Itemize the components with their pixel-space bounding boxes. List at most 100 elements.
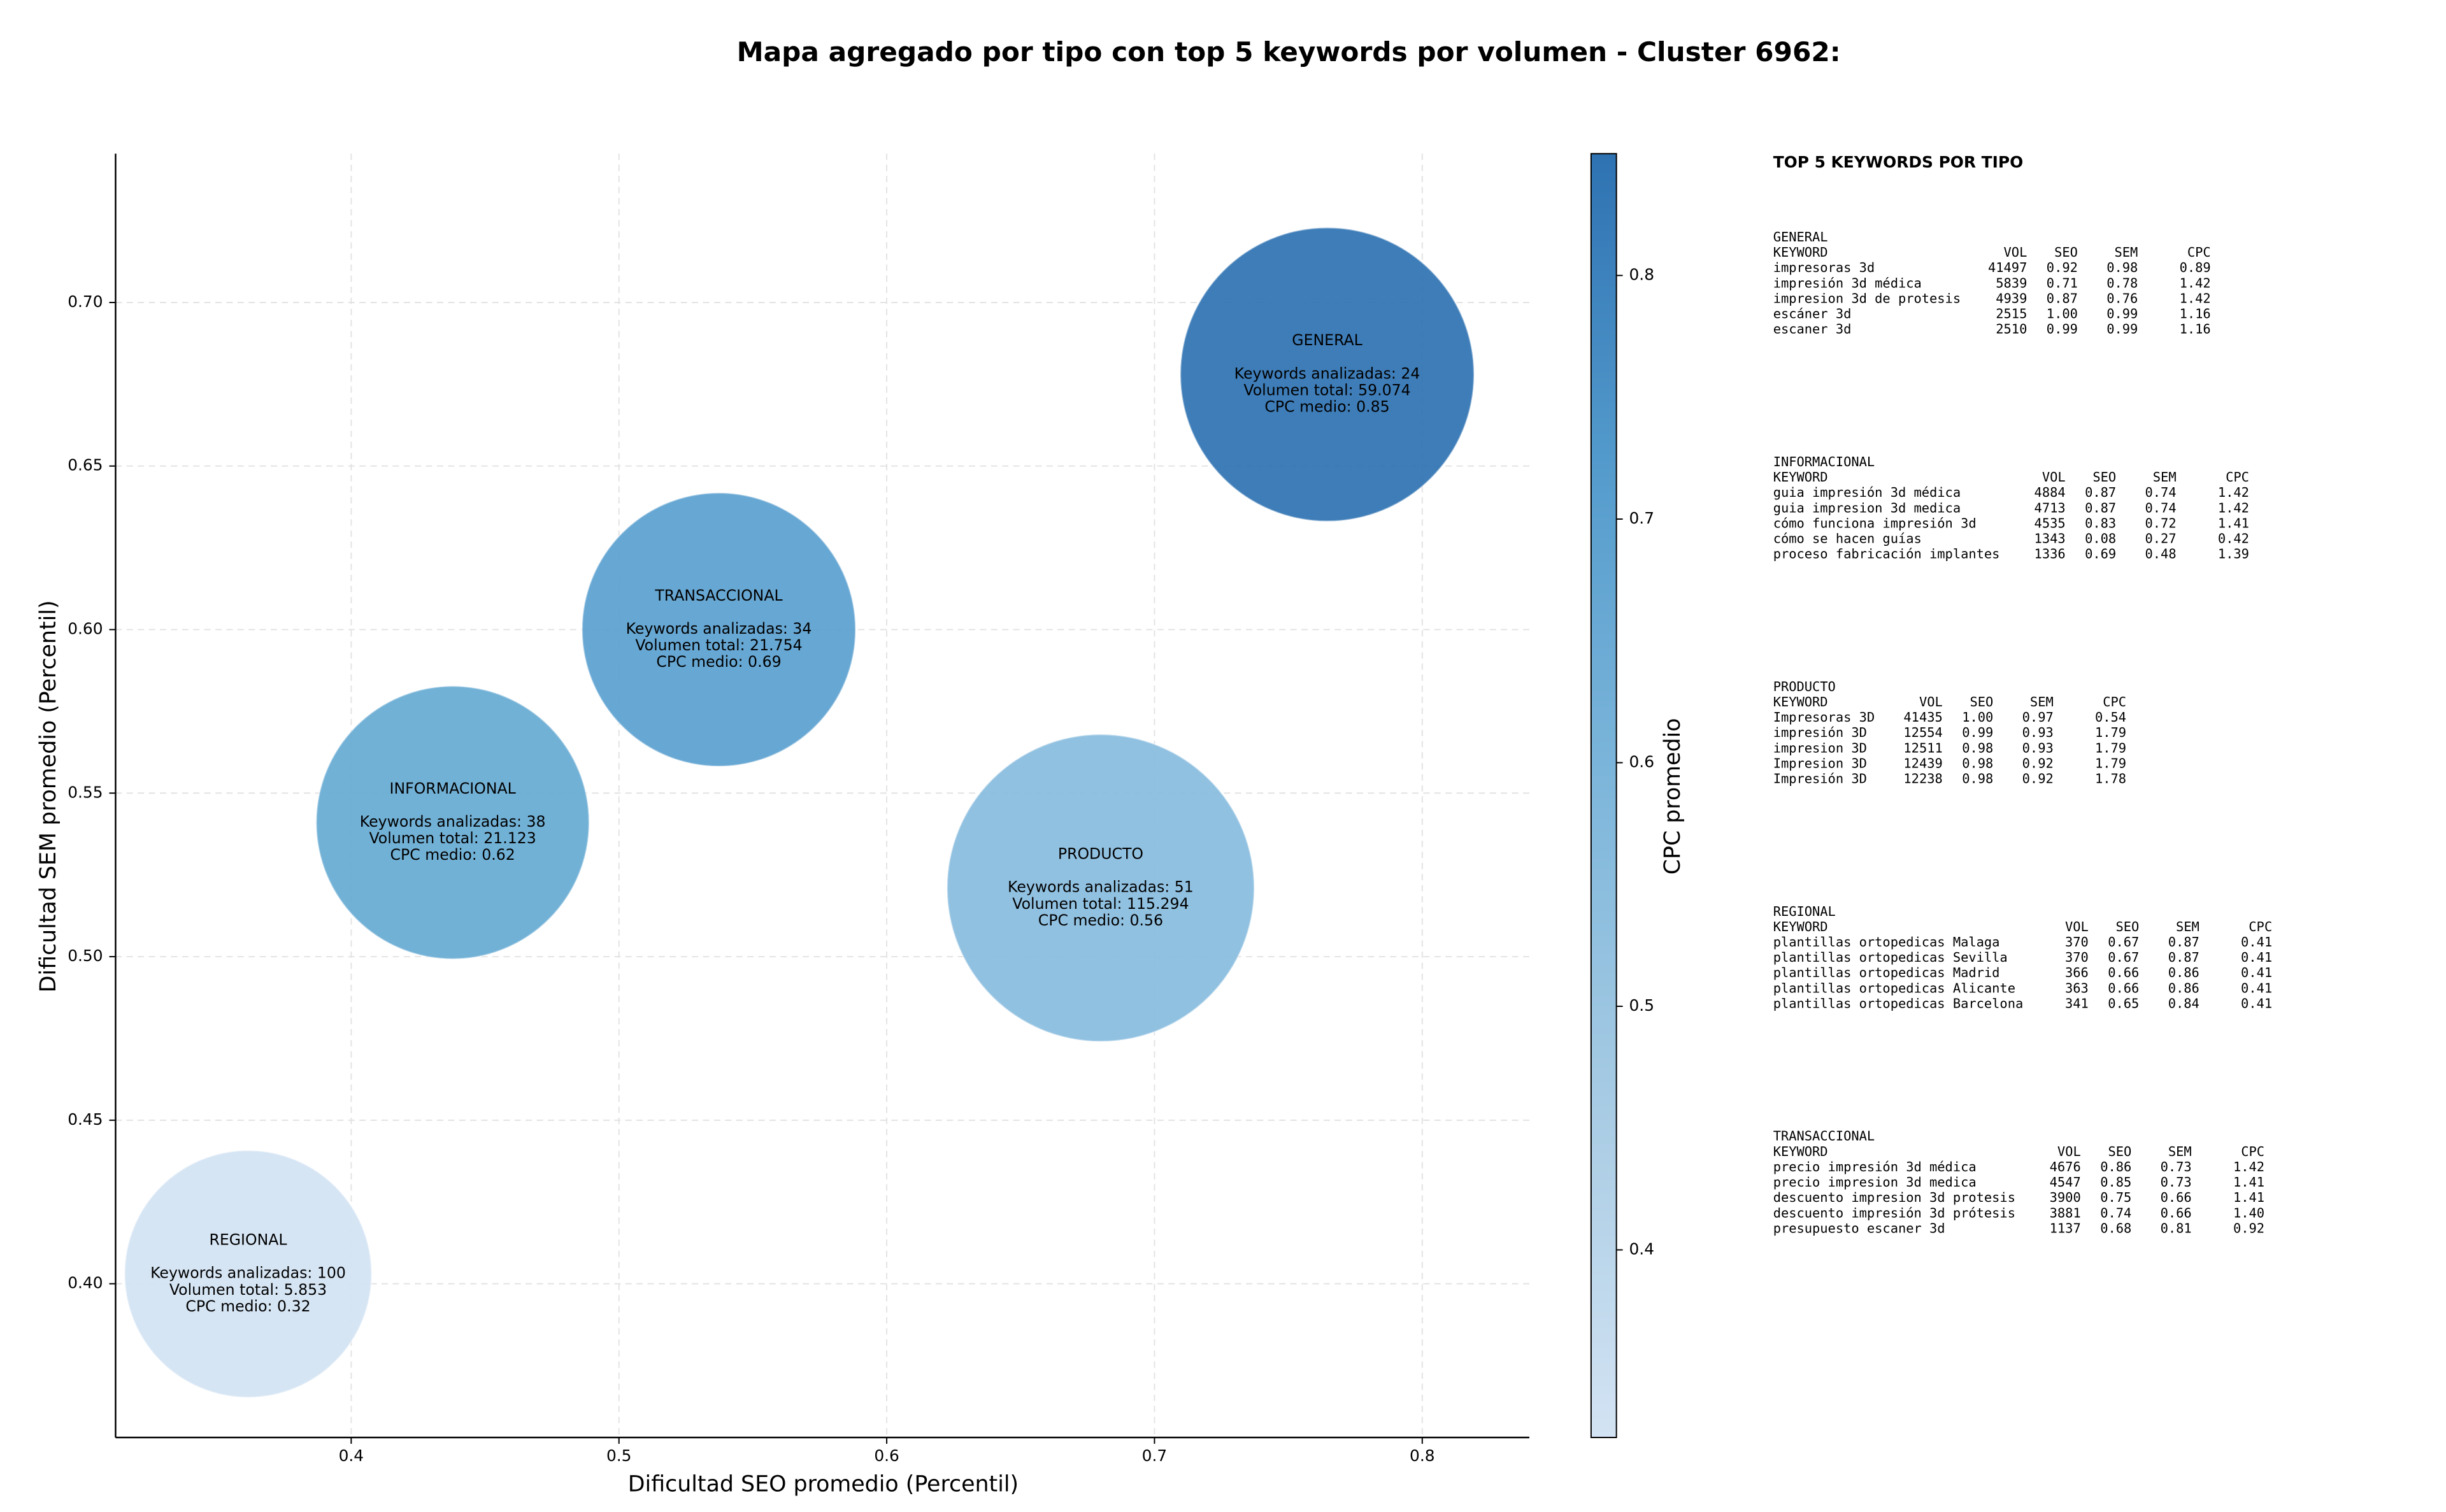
table-header: SEO [2054, 245, 2078, 260]
table-cell: 363 [2065, 980, 2089, 995]
table-cell: 366 [2065, 965, 2089, 980]
table-header: KEYWORD [1773, 694, 1828, 710]
y-tick-label: 0.70 [68, 292, 103, 311]
table-cell: 12439 [1903, 755, 1942, 771]
table-cell: 0.92 [2047, 260, 2078, 275]
table-cell: 4535 [2035, 515, 2066, 531]
table-cell: 1.79 [2095, 725, 2126, 740]
table-cell: 0.87 [2047, 290, 2078, 306]
x-tick-label: 0.6 [874, 1446, 899, 1465]
table-cell: 0.66 [2108, 965, 2139, 980]
table-cell: 0.48 [2145, 546, 2177, 562]
table-cell: 1343 [2035, 531, 2066, 546]
table-cell: 4676 [2050, 1159, 2081, 1174]
group-name: REGIONAL [1773, 904, 1836, 919]
table-cell: cómo funciona impresión 3d [1773, 515, 1977, 531]
table-cell: 0.98 [1962, 771, 1993, 787]
table-header: SEM [2153, 469, 2177, 485]
table-cell: 12554 [1903, 725, 1942, 740]
table-cell: 4884 [2035, 485, 2066, 500]
table-cell: impresión 3D [1773, 725, 1867, 740]
bubble [946, 733, 1255, 1043]
table-cell: 4939 [1996, 290, 2027, 306]
bubble-annotation: Keywords analizadas: 51 [1008, 878, 1194, 896]
table-cell: 0.41 [2241, 965, 2272, 980]
colorbar [1590, 153, 1617, 1438]
table-cell: 0.27 [2145, 531, 2177, 546]
x-tick-label: 0.7 [1142, 1446, 1168, 1465]
table-cell: 1.42 [2180, 275, 2211, 290]
table-cell: 0.87 [2085, 500, 2116, 515]
table-cell: 0.92 [2022, 771, 2054, 787]
table-cell: 0.72 [2145, 515, 2177, 531]
table-cell: 0.99 [2106, 322, 2138, 337]
table-header: SEO [2116, 919, 2140, 934]
colorbar-tick-label: 0.7 [1629, 509, 1655, 527]
table-cell: guia impresión 3d médica [1773, 485, 1961, 500]
x-tick-label: 0.4 [339, 1446, 364, 1465]
bubble-annotation: CPC medio: 0.62 [390, 846, 515, 864]
table-cell: 41497 [1988, 260, 2027, 275]
table-cell: 0.87 [2168, 934, 2199, 950]
table-cell: 1.42 [2218, 500, 2249, 515]
table-cell: 0.74 [2145, 500, 2177, 515]
table-cell: 0.87 [2168, 950, 2199, 965]
group-name: GENERAL [1773, 229, 1828, 245]
table-cell: 0.98 [2106, 260, 2138, 275]
table-header: SEO [2108, 1144, 2131, 1159]
table-cell: 2515 [1996, 306, 2027, 322]
table-cell: 370 [2065, 934, 2089, 950]
table-cell: Impresoras 3D [1773, 710, 1875, 725]
table-cell: 0.74 [2100, 1205, 2131, 1220]
table-cell: precio impresion 3d medica [1773, 1174, 1977, 1190]
table-cell: Impresion 3D [1773, 755, 1867, 771]
table-cell: 0.41 [2241, 934, 2272, 950]
table-cell: 1.42 [2180, 290, 2211, 306]
table-cell: 1.79 [2095, 740, 2126, 755]
x-tick-label: 0.5 [606, 1446, 632, 1465]
colorbar-tick-label: 0.4 [1629, 1239, 1655, 1258]
table-cell: 0.87 [2085, 485, 2116, 500]
table-cell: presupuesto escaner 3d [1773, 1220, 1945, 1236]
table-cell: descuento impresión 3d prótesis [1773, 1205, 2015, 1220]
table-header: SEO [2092, 469, 2116, 485]
table-cell: impresión 3d médica [1773, 275, 1922, 290]
group-name: PRODUCTO [1773, 679, 1836, 694]
bubble-annotation: Volumen total: 5.853 [169, 1281, 327, 1299]
table-cell: proceso fabricación implantes [1773, 546, 2000, 562]
table-header: KEYWORD [1773, 245, 1828, 260]
table-cell: 0.78 [2106, 275, 2138, 290]
table-cell: 0.68 [2100, 1220, 2131, 1236]
bubble-annotation: CPC medio: 0.85 [1264, 398, 1389, 416]
table-cell: 0.83 [2085, 515, 2116, 531]
table-cell: 1.41 [2233, 1174, 2264, 1190]
table-cell: 41435 [1903, 710, 1942, 725]
table-cell: 1.41 [2218, 515, 2249, 531]
table-cell: 0.99 [2047, 322, 2078, 337]
table-cell: 0.81 [2161, 1220, 2192, 1236]
table-cell: 0.93 [2022, 740, 2054, 755]
table-header: VOL [2042, 469, 2066, 485]
table-header: SEM [2176, 919, 2199, 934]
table-cell: 1.16 [2180, 306, 2211, 322]
table-cell: 0.99 [2106, 306, 2138, 322]
table-cell: 341 [2065, 995, 2089, 1011]
x-tick-label: 0.8 [1410, 1446, 1435, 1465]
table-header: CPC [2226, 469, 2249, 485]
table-cell: 0.41 [2241, 980, 2272, 995]
table-cell: descuento impresion 3d protesis [1773, 1190, 2015, 1205]
table-cell: 0.66 [2161, 1205, 2192, 1220]
table-cell: impresoras 3d [1773, 260, 1875, 275]
table-cell: 1.00 [1962, 710, 1993, 725]
table-cell: 0.89 [2180, 260, 2211, 275]
bubble-annotation: CPC medio: 0.56 [1038, 911, 1163, 929]
x-axis-label: Dificultad SEO promedio (Percentil) [628, 1472, 1019, 1497]
bubble-annotation: Volumen total: 21.754 [635, 636, 802, 654]
table-cell: 1.00 [2047, 306, 2078, 322]
table-cell: 0.66 [2161, 1190, 2192, 1205]
bubble-label: INFORMACIONAL [390, 780, 517, 797]
colorbar-tick-label: 0.6 [1629, 753, 1655, 771]
y-tick-label: 0.60 [68, 620, 103, 638]
table-cell: Impresión 3D [1773, 771, 1867, 787]
